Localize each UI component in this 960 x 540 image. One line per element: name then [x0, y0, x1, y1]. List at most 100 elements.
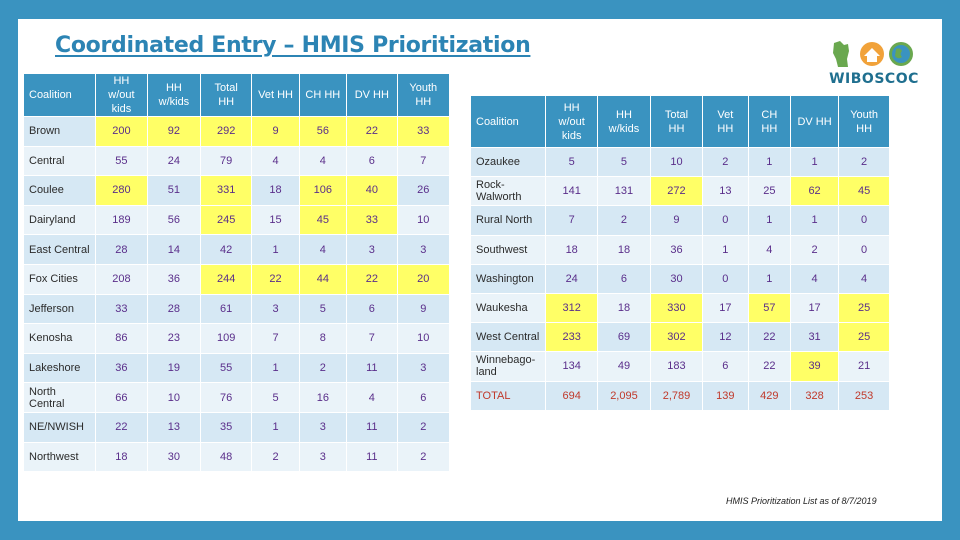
- table-row: NE/NWISH 22 13 35 1 3 11 2: [24, 412, 450, 443]
- value-cell: 4: [790, 264, 840, 294]
- value-cell: 16: [299, 383, 348, 413]
- value-cell: 31: [790, 323, 840, 353]
- value-cell: 109: [200, 324, 253, 354]
- value-cell: 3: [299, 442, 348, 473]
- value-cell: 9: [397, 294, 450, 325]
- value-cell: 4: [347, 383, 398, 413]
- value-cell: 1: [252, 412, 300, 443]
- logo-text: WIBOSCOC: [829, 71, 919, 87]
- value-cell: 2,789: [651, 381, 703, 411]
- value-cell: 7: [397, 146, 450, 177]
- value-cell: 5: [597, 148, 652, 178]
- value-cell: 69: [597, 323, 652, 353]
- value-cell: 92: [148, 117, 201, 147]
- value-cell: 42: [200, 235, 253, 265]
- value-cell: 2: [597, 206, 652, 236]
- table-row: Northwest 18 30 48 2 3 11 2: [24, 442, 450, 473]
- coalition-name-cell: West Central: [471, 323, 547, 353]
- value-cell: 139: [702, 381, 749, 411]
- value-cell: 76: [200, 383, 253, 413]
- value-cell: 28: [95, 235, 148, 265]
- value-cell: 134: [546, 352, 598, 382]
- value-cell: 7: [546, 206, 598, 236]
- table-header-row: Coalition HH w/out kids HH w/kids Total HH V…: [24, 74, 450, 117]
- coalition-name-cell: TOTAL: [471, 381, 547, 411]
- value-cell: 11: [347, 353, 398, 384]
- value-cell: 1: [748, 206, 791, 236]
- value-cell: 0: [839, 206, 890, 236]
- value-cell: 22: [748, 352, 791, 382]
- value-cell: 33: [397, 117, 450, 147]
- table-row: Rock-Walworth 141 131 272 13 25 62 45: [471, 177, 890, 207]
- table-row: Winnebago-land 134 49 183 6 22 39 21: [471, 352, 890, 382]
- value-cell: 2: [839, 148, 890, 178]
- value-cell: 9: [651, 206, 703, 236]
- value-cell: 3: [347, 235, 398, 265]
- value-cell: 35: [200, 412, 253, 443]
- value-cell: 2,095: [597, 381, 652, 411]
- value-cell: 330: [651, 293, 703, 324]
- value-cell: 1: [252, 353, 300, 384]
- value-cell: 4: [252, 146, 300, 177]
- value-cell: 21: [839, 352, 890, 382]
- value-cell: 292: [200, 117, 253, 147]
- value-cell: 45: [299, 205, 348, 236]
- table-row: Washington 24 6 30 0 1 4 4: [471, 264, 890, 294]
- value-cell: 44: [299, 264, 348, 295]
- value-cell: 56: [299, 117, 348, 147]
- footnote: HMIS Prioritization List as of 8/7/2019: [726, 496, 877, 506]
- value-cell: 5: [546, 148, 598, 178]
- wisconsin-map-icon: [833, 41, 849, 67]
- value-cell: 3: [397, 353, 450, 384]
- value-cell: 0: [702, 206, 749, 236]
- column-header: CH HH: [299, 74, 348, 117]
- table-row: North Central 66 10 76 5 16 4 6: [24, 383, 450, 413]
- value-cell: 131: [597, 177, 652, 207]
- coalition-name-cell: Winnebago-land: [471, 352, 547, 382]
- value-cell: 8: [299, 324, 348, 354]
- value-cell: 244: [200, 264, 253, 295]
- value-cell: 18: [95, 442, 148, 473]
- table-row: Ozaukee 5 5 10 2 1 1 2: [471, 148, 890, 178]
- value-cell: 56: [148, 205, 201, 236]
- value-cell: 86: [95, 324, 148, 354]
- value-cell: 30: [651, 264, 703, 294]
- value-cell: 10: [148, 383, 201, 413]
- value-cell: 7: [347, 324, 398, 354]
- coalition-name-cell: Southwest: [471, 235, 547, 265]
- coalition-name-cell: Brown: [24, 117, 96, 147]
- value-cell: 28: [148, 294, 201, 325]
- column-header: DV HH: [790, 96, 840, 148]
- table-row: Kenosha 86 23 109 7 8 7 10: [24, 324, 450, 354]
- value-cell: 106: [299, 176, 348, 206]
- coalition-name-cell: Northwest: [24, 442, 96, 473]
- column-header: Youth HH: [397, 74, 450, 117]
- value-cell: 19: [148, 353, 201, 384]
- value-cell: 1: [790, 148, 840, 178]
- value-cell: 6: [347, 294, 398, 325]
- column-header: Youth HH: [839, 96, 890, 148]
- value-cell: 272: [651, 177, 703, 207]
- coalition-name-cell: East Central: [24, 235, 96, 265]
- value-cell: 17: [702, 293, 749, 324]
- value-cell: 5: [299, 294, 348, 325]
- value-cell: 26: [397, 176, 450, 206]
- value-cell: 3: [252, 294, 300, 325]
- table-row: Fox Cities 208 36 244 22 44 22 20: [24, 264, 450, 295]
- value-cell: 25: [839, 323, 890, 353]
- column-header: CH HH: [748, 96, 791, 148]
- value-cell: 189: [95, 205, 148, 236]
- value-cell: 328: [790, 381, 840, 411]
- value-cell: 2: [790, 235, 840, 265]
- globe-icon: [889, 42, 913, 66]
- value-cell: 33: [347, 205, 398, 236]
- value-cell: 312: [546, 293, 598, 324]
- value-cell: 49: [597, 352, 652, 382]
- value-cell: 1: [790, 206, 840, 236]
- value-cell: 30: [148, 442, 201, 473]
- coalition-name-cell: Central: [24, 146, 96, 177]
- value-cell: 14: [148, 235, 201, 265]
- column-header: DV HH: [347, 74, 398, 117]
- value-cell: 4: [748, 235, 791, 265]
- value-cell: 22: [748, 323, 791, 353]
